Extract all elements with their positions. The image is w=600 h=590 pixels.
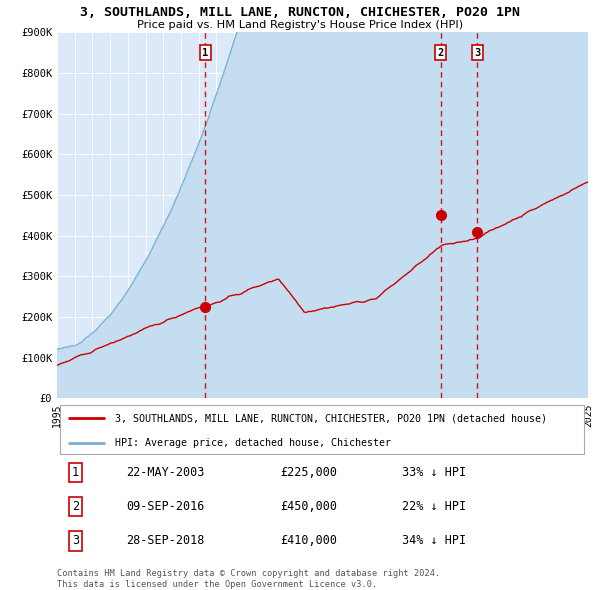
Text: 22% ↓ HPI: 22% ↓ HPI	[402, 500, 466, 513]
Text: 3, SOUTHLANDS, MILL LANE, RUNCTON, CHICHESTER, PO20 1PN: 3, SOUTHLANDS, MILL LANE, RUNCTON, CHICH…	[80, 6, 520, 19]
Text: Price paid vs. HM Land Registry's House Price Index (HPI): Price paid vs. HM Land Registry's House …	[137, 20, 463, 30]
Text: HPI: Average price, detached house, Chichester: HPI: Average price, detached house, Chic…	[115, 438, 391, 447]
FancyBboxPatch shape	[59, 405, 584, 454]
Text: 22-MAY-2003: 22-MAY-2003	[126, 466, 205, 479]
Text: 3, SOUTHLANDS, MILL LANE, RUNCTON, CHICHESTER, PO20 1PN (detached house): 3, SOUTHLANDS, MILL LANE, RUNCTON, CHICH…	[115, 413, 547, 423]
Text: 3: 3	[474, 48, 481, 58]
Text: 33% ↓ HPI: 33% ↓ HPI	[402, 466, 466, 479]
Text: 1: 1	[72, 466, 79, 479]
Text: 28-SEP-2018: 28-SEP-2018	[126, 534, 205, 548]
Text: 34% ↓ HPI: 34% ↓ HPI	[402, 534, 466, 548]
Text: £410,000: £410,000	[280, 534, 337, 548]
Text: 3: 3	[72, 534, 79, 548]
Text: 09-SEP-2016: 09-SEP-2016	[126, 500, 205, 513]
Text: 2: 2	[72, 500, 79, 513]
Text: 2: 2	[437, 48, 444, 58]
Text: £225,000: £225,000	[280, 466, 337, 479]
Text: Contains HM Land Registry data © Crown copyright and database right 2024.
This d: Contains HM Land Registry data © Crown c…	[57, 569, 440, 589]
Text: 1: 1	[202, 48, 208, 58]
Text: £450,000: £450,000	[280, 500, 337, 513]
